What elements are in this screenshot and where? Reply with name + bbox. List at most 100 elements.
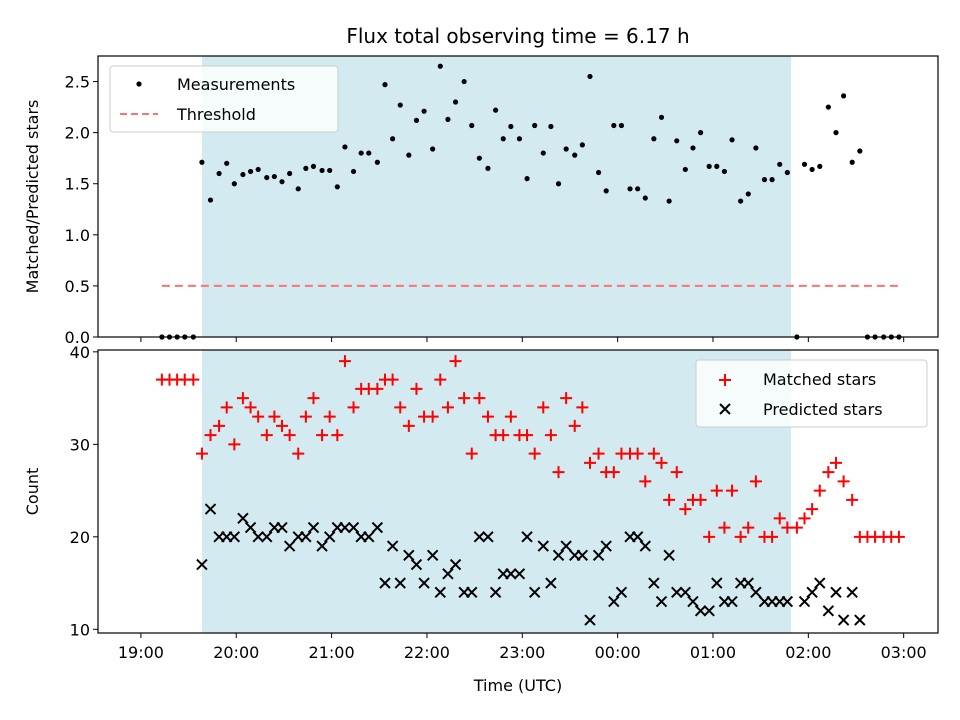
matched-star-point xyxy=(276,419,289,432)
ratio-series xyxy=(159,63,902,340)
measurement-point xyxy=(287,170,293,177)
flux-ratio-panel: 0.0 0.5 1.0 1.5 2.0 2.5 Matched/Predicted sta… xyxy=(23,55,939,347)
count-plot-frame xyxy=(97,349,939,634)
y-tick-label: 10 xyxy=(70,620,90,639)
matched-star-point xyxy=(631,447,644,460)
predicted-star-point xyxy=(846,586,858,599)
matched-star-point xyxy=(426,410,439,423)
matched-star-point xyxy=(892,530,905,543)
measurement-point xyxy=(841,93,847,99)
measurement-point xyxy=(745,191,751,197)
legend-predicted-label: Predicted stars xyxy=(763,400,883,419)
matched-star-point xyxy=(497,429,510,442)
measurement-point xyxy=(801,161,808,167)
matched-star-point xyxy=(187,373,200,386)
matched-star-point xyxy=(268,410,281,423)
measurement-point xyxy=(635,186,641,192)
predicted-star-point xyxy=(592,549,605,562)
measurement-point xyxy=(658,114,665,120)
matched-star-point xyxy=(766,530,779,543)
measurement-point xyxy=(753,145,759,151)
measurement-point xyxy=(721,168,728,175)
predicted-star-point xyxy=(663,549,675,562)
measurement-point xyxy=(224,160,230,166)
measurement-point xyxy=(579,142,585,148)
count-y-axis: 10 20 30 40 xyxy=(70,343,98,639)
measurement-point xyxy=(627,186,633,192)
matched-star-point xyxy=(195,447,208,460)
measurement-point xyxy=(516,136,523,142)
y-tick-label: 0.0 xyxy=(65,328,90,347)
predicted-star-point xyxy=(822,605,835,617)
matched-star-point xyxy=(583,456,596,469)
matched-star-point xyxy=(726,484,739,497)
matched-star-point xyxy=(639,475,652,488)
measurement-point xyxy=(271,173,277,180)
matched-star-point xyxy=(647,447,660,460)
x-tick-label: 02:00 xyxy=(785,643,831,662)
measurement-point xyxy=(833,130,839,136)
measurement-point xyxy=(445,116,451,122)
matched-star-point xyxy=(790,521,803,534)
matched-star-point xyxy=(213,419,226,432)
measurement-point xyxy=(825,104,831,110)
matched-star-point xyxy=(434,373,447,386)
measurement-point xyxy=(540,150,546,156)
matched-star-point xyxy=(798,512,811,525)
matched-star-point xyxy=(299,410,312,423)
predicted-star-point xyxy=(837,614,850,626)
predicted-star-point xyxy=(615,586,628,599)
predicted-star-point xyxy=(386,540,399,552)
predicted-star-point xyxy=(403,549,415,562)
measurement-point xyxy=(366,150,372,156)
measurement-point xyxy=(651,136,657,142)
y-tick-label: 1.0 xyxy=(65,226,90,245)
predicted-star-point xyxy=(608,595,620,608)
matched-star-point xyxy=(655,456,668,469)
measurement-point xyxy=(849,159,855,165)
matched-star-point xyxy=(846,493,859,506)
measurement-point xyxy=(358,150,364,156)
measurement-point xyxy=(761,177,768,183)
ratio-x-ticks xyxy=(140,337,905,342)
matched-star-point xyxy=(307,392,320,405)
matched-star-point xyxy=(576,401,589,414)
predicted-star-point xyxy=(521,531,533,543)
predicted-star-point xyxy=(781,595,794,608)
measurement-point xyxy=(334,184,340,190)
predicted-star-point xyxy=(237,512,249,525)
matched-star-point xyxy=(504,410,517,423)
matched-star-point xyxy=(679,503,692,516)
measurement-point xyxy=(452,99,459,105)
matched-star-point xyxy=(347,401,360,414)
matched-star-point xyxy=(694,493,707,506)
measurement-point xyxy=(729,137,735,143)
matched-star-point xyxy=(394,401,407,414)
matched-star-point xyxy=(220,401,233,414)
x-tick-label: 03:00 xyxy=(881,643,927,662)
predicted-star-point xyxy=(584,614,596,626)
measurement-point xyxy=(350,168,357,175)
measurement-point xyxy=(374,159,380,165)
count-legend-box xyxy=(695,359,928,428)
predicted-star-point xyxy=(679,586,692,599)
matched-star-point xyxy=(806,503,819,516)
matched-star-point xyxy=(228,438,241,451)
y-tick-label: 2.0 xyxy=(65,124,90,143)
predicted-star-point xyxy=(283,540,296,552)
measurement-point xyxy=(247,168,254,175)
matched-star-point xyxy=(449,355,462,368)
predicted-star-point xyxy=(307,521,320,534)
predicted-star-point xyxy=(434,586,447,599)
count-legend: Matched stars Predicted stars xyxy=(695,359,928,428)
matched-star-point xyxy=(481,410,494,423)
ratio-plot-frame xyxy=(97,55,939,338)
predicted-star-point xyxy=(323,531,336,543)
measurement-point xyxy=(572,152,578,158)
x-tick-label: 19:00 xyxy=(118,643,164,662)
measurement-point xyxy=(777,161,783,167)
measurement-point xyxy=(809,166,815,173)
predicted-star-point xyxy=(379,577,391,589)
predicted-star-point xyxy=(394,577,406,589)
matched-star-point xyxy=(552,466,565,479)
